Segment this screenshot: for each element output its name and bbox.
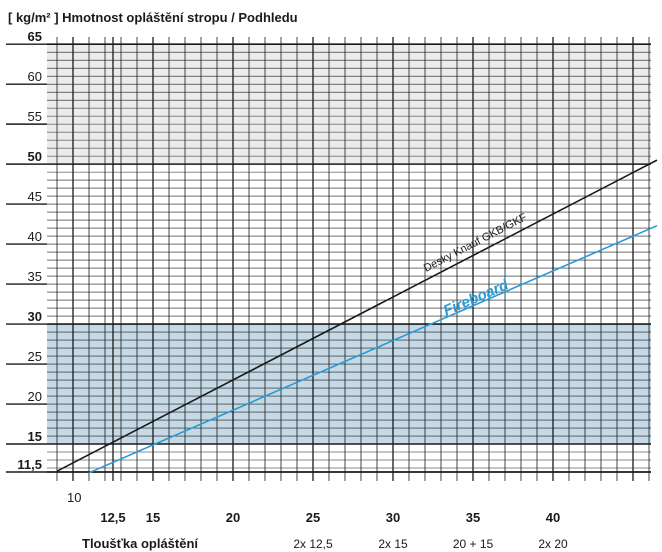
x-axis-label: Tloušťka opláštění: [82, 536, 198, 551]
y-tick-label: 60: [28, 69, 42, 84]
y-tick-label: 45: [28, 189, 42, 204]
series-line-0: [56, 159, 658, 472]
y-tick-label: 15: [28, 429, 42, 444]
series-label-knauf: Desky Knauf GKB/GKF: [422, 211, 529, 274]
x-combo-label: 20 + 15: [453, 537, 494, 551]
x-tick-label: 25: [306, 510, 320, 525]
chart-title: [ kg/m² ] Hmotnost opláštění stropu / Po…: [8, 10, 298, 25]
x-tick-label: 30: [386, 510, 400, 525]
x-tick-label: 40: [546, 510, 560, 525]
x-tick-label: 35: [466, 510, 480, 525]
y-tick-label: 20: [28, 389, 42, 404]
x-tick-label: 12,5: [100, 510, 125, 525]
x-tick-label: 20: [226, 510, 240, 525]
y-tick-label: 65: [28, 29, 42, 44]
x-combo-label: 2x 12,5: [293, 537, 333, 551]
series-label-fireboard: Fireboard: [441, 276, 512, 320]
y-tick-label: 11,5: [17, 457, 42, 472]
x-combo-label: 2x 15: [378, 537, 408, 551]
y-tick-label: 35: [28, 269, 42, 284]
y-tick-label: 50: [28, 149, 42, 164]
y-tick-label: 25: [28, 349, 42, 364]
series-line-1: [88, 224, 658, 474]
x-combo-label: 2x 20: [538, 537, 568, 551]
y-tick-label: 40: [28, 229, 42, 244]
grid-layer: [47, 37, 651, 481]
series-layer: [56, 159, 658, 474]
x-tick-label: 10: [67, 490, 81, 505]
axis-layer: 11,5 15 20 25 30 35 40 45 50 55 60 65 10 12,5 15 20 25 30…: [6, 29, 568, 551]
y-tick-label: 30: [28, 309, 42, 324]
y-tick-label: 55: [28, 109, 42, 124]
shaded-band-1: [47, 44, 651, 165]
x-tick-label: 15: [146, 510, 160, 525]
shaded-band-0: [47, 324, 651, 445]
